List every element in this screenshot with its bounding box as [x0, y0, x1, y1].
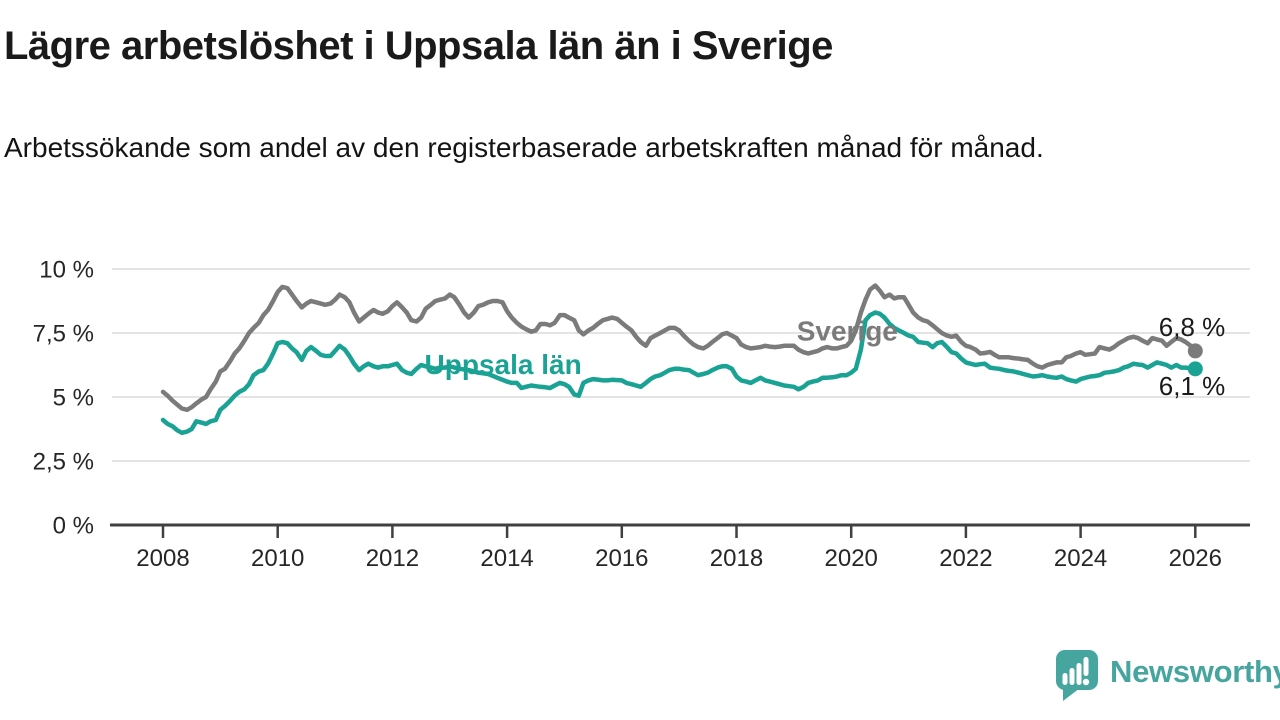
newsworthy-logo-icon — [1056, 650, 1098, 701]
x-tick-label: 2014 — [480, 545, 533, 572]
newsworthy-logo-text: Newsworthy — [1110, 653, 1280, 689]
x-tick-label: 2024 — [1054, 545, 1107, 572]
x-tick-label: 2016 — [595, 545, 648, 572]
chart-subtitle: Arbetssökande som andel av den registerb… — [4, 132, 1044, 163]
end-value-label-uppsala-l-n: 6,1 % — [1159, 371, 1226, 401]
y-tick-label: 10 % — [39, 257, 94, 284]
series-line-uppsala-l-n — [160, 310, 1198, 436]
x-tick-label: 2026 — [1169, 545, 1222, 572]
x-tick-label: 2020 — [825, 545, 878, 572]
series-label-sverige: Sverige — [797, 316, 898, 347]
x-tick-label: 2018 — [710, 545, 763, 572]
end-value-label-sverige: 6,8 % — [1159, 312, 1226, 342]
x-tick-label: 2022 — [939, 545, 992, 572]
series-label-uppsala-l-n: Uppsala län — [425, 349, 582, 380]
series-end-dot-sverige — [1187, 343, 1203, 359]
newsworthy-logo: Newsworthy — [1054, 648, 1280, 703]
x-tick-label: 2010 — [251, 545, 304, 572]
y-tick-label: 5 % — [53, 385, 94, 412]
series-end-dot-uppsala-l-n — [1187, 361, 1203, 377]
x-tick-label: 2008 — [136, 545, 189, 572]
y-tick-label: 0 % — [53, 513, 94, 540]
x-tick-label: 2012 — [366, 545, 419, 572]
y-tick-label: 7,5 % — [33, 321, 94, 348]
series-line-sverige — [160, 283, 1198, 413]
y-tick-label: 2,5 % — [33, 449, 94, 476]
chart-title: Lägre arbetslöshet i Uppsala län än i Sv… — [4, 24, 833, 68]
